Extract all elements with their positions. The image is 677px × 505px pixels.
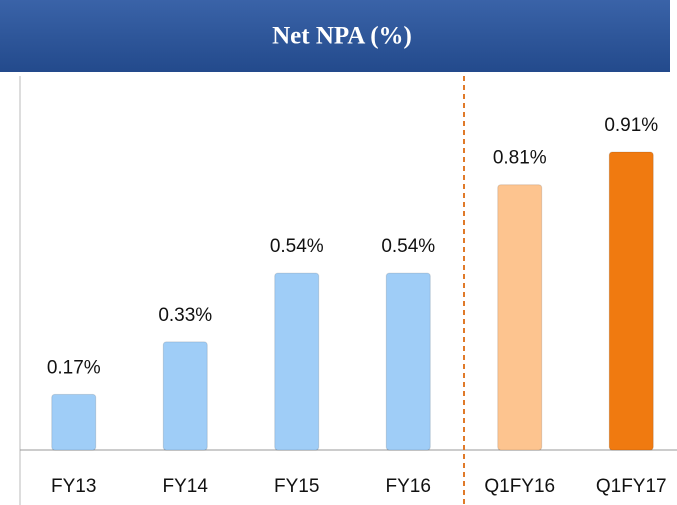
value-label: 0.91% xyxy=(604,115,658,136)
bar xyxy=(162,341,208,451)
x-tick-label: Q1FY16 xyxy=(484,476,555,497)
x-tick-label: Q1FY17 xyxy=(596,476,667,497)
bar xyxy=(497,184,543,451)
x-tick-label: FY14 xyxy=(163,476,209,497)
value-label: 0.81% xyxy=(493,148,547,169)
value-label: 0.17% xyxy=(47,357,101,378)
x-tick-label: FY15 xyxy=(274,476,319,497)
bar xyxy=(385,272,431,451)
bar xyxy=(274,272,320,451)
bar xyxy=(51,393,97,451)
bar xyxy=(608,151,654,451)
title-banner xyxy=(0,0,670,72)
x-tick-label: FY13 xyxy=(51,476,96,497)
value-label: 0.54% xyxy=(270,236,324,257)
value-label: 0.33% xyxy=(158,305,212,326)
chart-title: Net NPA (%) xyxy=(272,23,412,50)
value-label: 0.54% xyxy=(381,236,435,257)
x-tick-label: FY16 xyxy=(386,476,431,497)
